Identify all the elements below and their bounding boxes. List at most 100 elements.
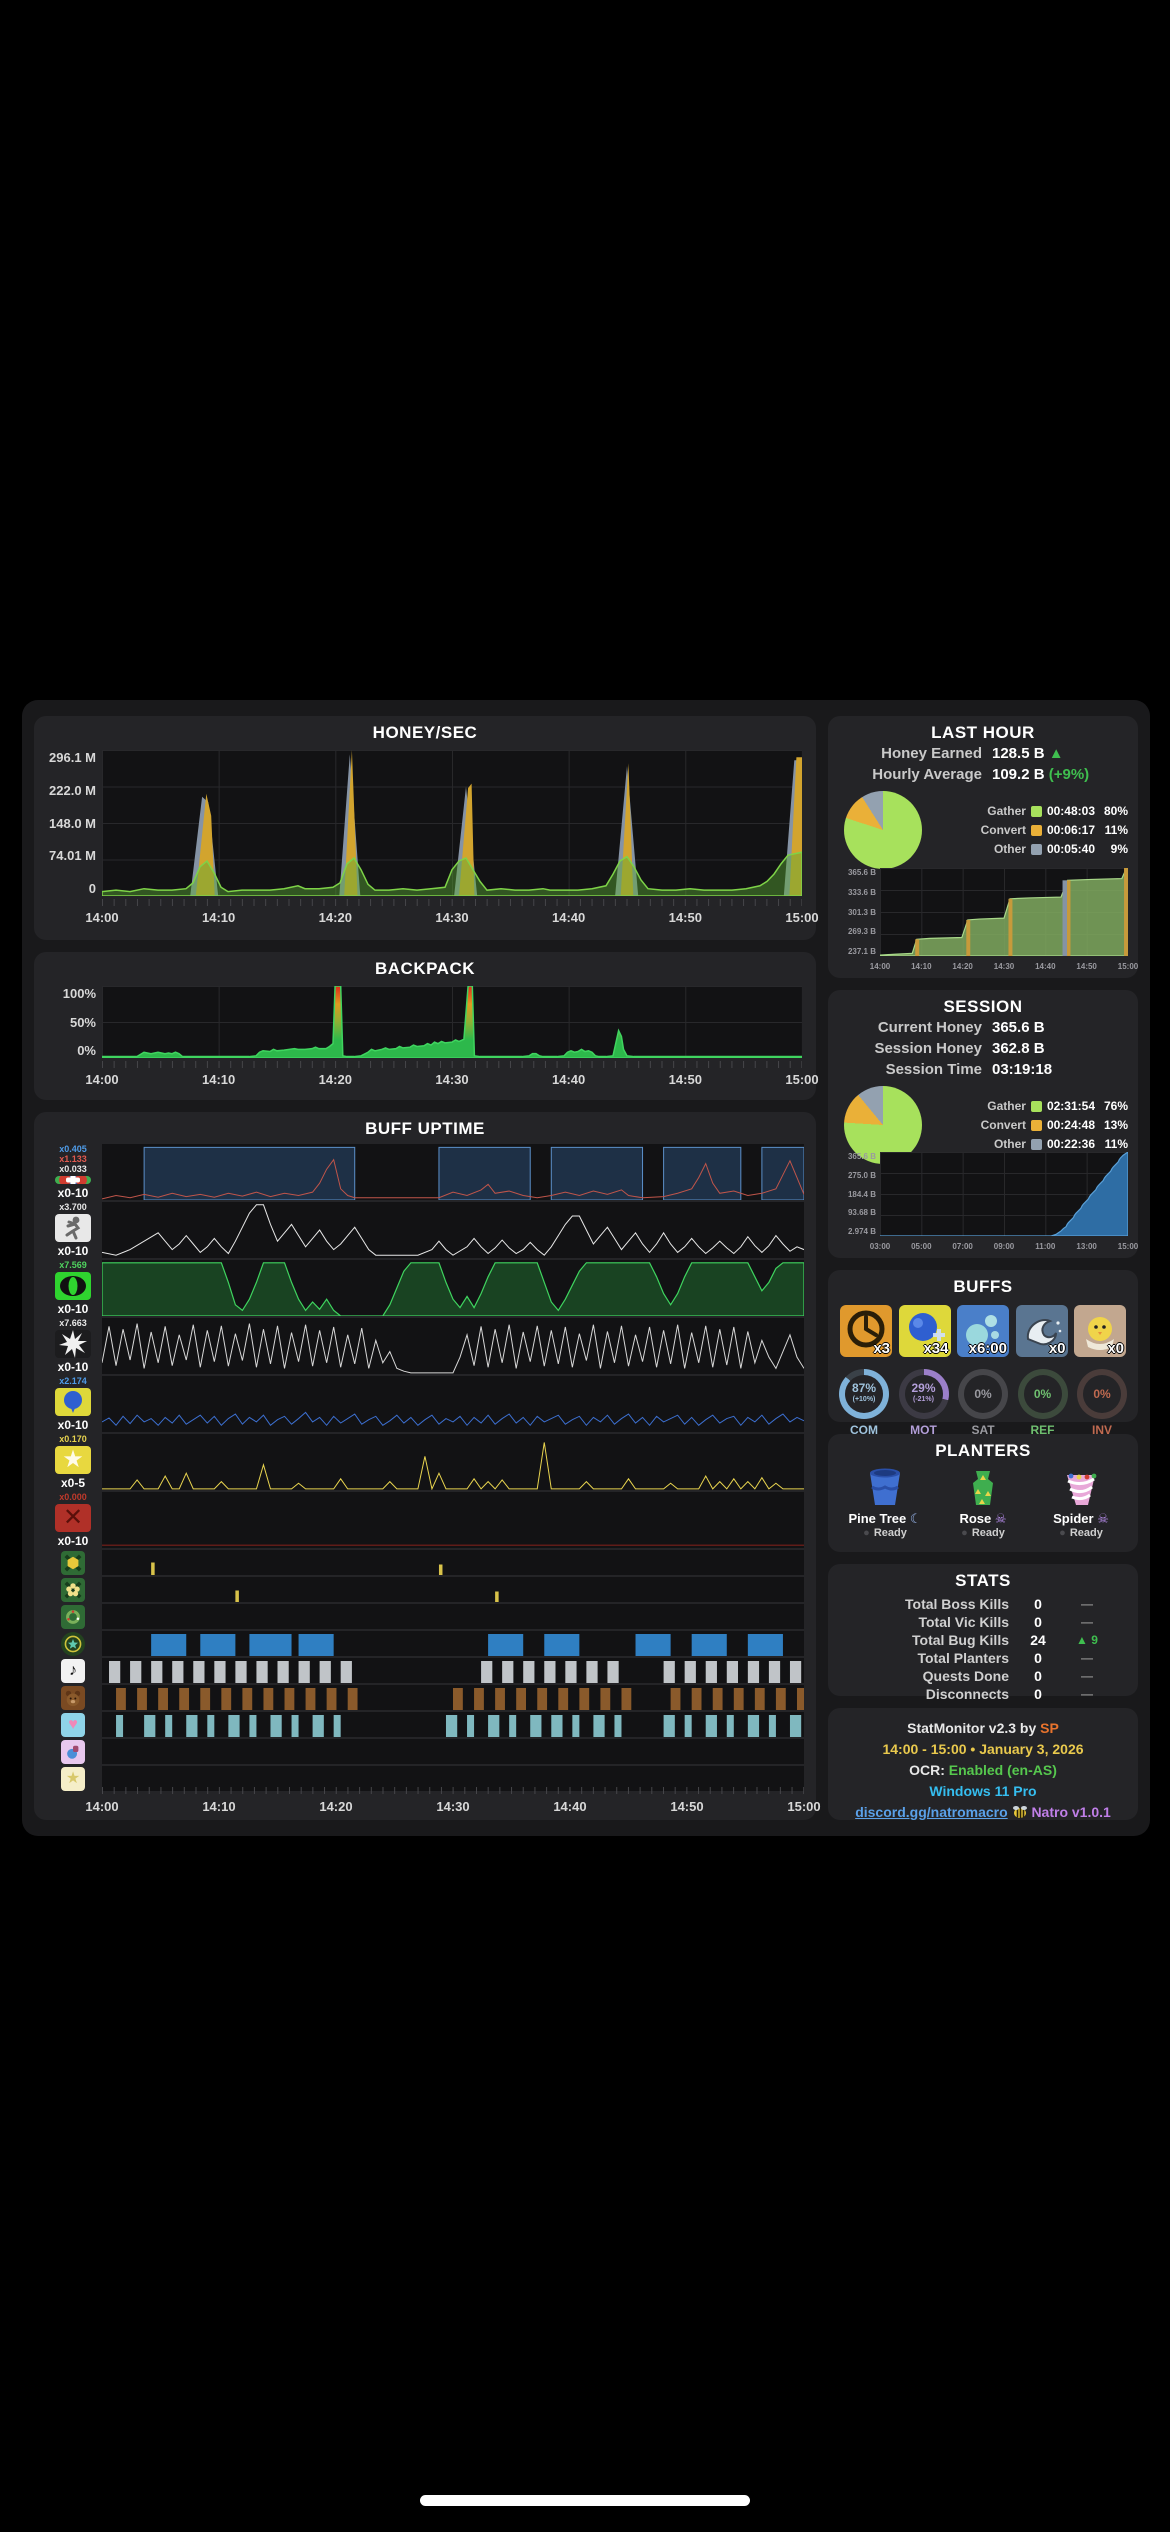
session-mini-chart: 365.6 B 275.0 B 184.4 B 93.68 B 2.974 B 03:0… (847, 1152, 1139, 1251)
backpack-y-axis: 100% 50% 0% (62, 986, 96, 1058)
legend-swatch (1030, 1119, 1042, 1131)
buff-row-star-jelly: ★ (44, 1766, 804, 1791)
buff-chart-star-jelly (102, 1766, 804, 1791)
buff-row-flower-mark (44, 1577, 804, 1602)
honey-earned-row: Honey Earned 128.5 B ▲ (881, 745, 1064, 762)
gumdrop-bottle-icon (61, 1739, 85, 1764)
hexagon-mark-icon (61, 1550, 85, 1575)
glitter-icon: ● (863, 1527, 870, 1539)
buff-x-ticks (102, 1787, 804, 1794)
spider-planter-icon (1067, 1473, 1097, 1505)
panel-title: HONEY/SEC (372, 723, 478, 742)
buff-row-melody-star: x0.170 ★ x0-5 (44, 1434, 804, 1490)
about-panel: StatMonitor v2.3 by SP 14:00 - 15:00 • J… (828, 1708, 1138, 1820)
glitter-icon: ● (961, 1527, 968, 1539)
festive-star-circle-icon (61, 1631, 85, 1656)
skull-badge-icon: ☠ (1097, 1511, 1109, 1526)
backpack-panel: BACKPACK 100% 50% 0% 14:00 14:10 14:20 14:30 1… (34, 952, 819, 1100)
buff-row-wreath (44, 1604, 804, 1629)
home-indicator[interactable] (420, 2495, 750, 2506)
backpack-x-axis: 14:00 14:10 14:20 14:30 14:40 14:50 15:00 (85, 1072, 819, 1087)
buff-row-bear-morph (44, 1685, 804, 1710)
buff-chart-gumdrops (102, 1739, 804, 1764)
buff-chart-blue-boost (102, 1376, 804, 1432)
panel-title: SESSION (943, 997, 1023, 1016)
buff-chart-festive-mark (102, 1631, 804, 1656)
session-time-row: Session Time 03:19:18 (885, 1061, 1053, 1078)
buff-row-honey-mark (44, 1550, 804, 1575)
buff-chart-bear-morph (102, 1685, 804, 1710)
buff-chart-pop-star (102, 1318, 804, 1374)
session-pie-chart (844, 1086, 922, 1164)
rose-planter-icon (973, 1471, 993, 1505)
discord-link[interactable]: discord.gg/natromacro (855, 1804, 1008, 1820)
gauge-com: 87% (+10%) COM (838, 1369, 890, 1437)
skull-badge-icon: ☠ (994, 1511, 1007, 1526)
stat-row-disconnects: Disconnects 0— (925, 1686, 1093, 1702)
star-figure-icon: ★ (61, 1766, 85, 1791)
last-hour-legend: Gather 00:48:03 80% Convert 00:06:17 11% Oth… (980, 803, 1128, 856)
oil-buff-icon: x3 (840, 1305, 892, 1357)
panel-title: LAST HOUR (931, 723, 1035, 742)
hourly-average-row: Hourly Average 109.2 B (+9%) (872, 766, 1090, 783)
buff-row-melody: ♪ (44, 1658, 804, 1683)
gauge-ref: 0% REF (1017, 1369, 1069, 1437)
buff-chart-baby-love (102, 1712, 804, 1737)
backpack-chart (102, 986, 802, 1058)
pine-tree-planter-icon (870, 1468, 900, 1505)
last-hour-pie-chart (844, 791, 922, 869)
bear-face-icon (61, 1685, 85, 1710)
buff-chart-melody-star (102, 1434, 804, 1490)
panel-title: BUFF UPTIME (365, 1119, 485, 1138)
time-range-line: 14:00 - 15:00 • January 3, 2026 (882, 1741, 1084, 1757)
gauge-sat: 0% SAT (957, 1369, 1009, 1437)
green-eye-icon (55, 1272, 91, 1300)
buff-chart-flower-mark (102, 1577, 804, 1602)
planters-panel: PLANTERS Pine Tree ☾ ● Ready Rose ☠ ● Read… (828, 1434, 1138, 1552)
buff-uptime-panel: BUFF UPTIME x0.405 x1.133 x0.033 x0-10 x3.… (34, 1112, 821, 1820)
buff-row-pop-star: x7.663 x0-10 (44, 1318, 804, 1374)
stat-row-bug-kills: Total Bug Kills 24 ▲ 9 (912, 1632, 1098, 1648)
stat-row-quests: Quests Done 0— (922, 1668, 1093, 1684)
heart-face-icon: ♥ (61, 1712, 85, 1737)
planter-pine-tree: Pine Tree ☾ ● Ready (839, 1467, 931, 1539)
buffs-icons-row: x3 x34 x6:00 x0 x0 (828, 1297, 1138, 1357)
session-honey-row: Session Honey 362.8 B (874, 1040, 1045, 1057)
pinwheel-flower-icon (55, 1176, 91, 1184)
blue-balloon-icon (55, 1388, 91, 1416)
stat-row-vic-kills: Total Vic Kills 0— (918, 1614, 1093, 1630)
white-starburst-icon (55, 1330, 91, 1358)
up-arrow-icon: ▲ (1048, 745, 1064, 762)
legend-swatch (1030, 805, 1042, 817)
buffs-panel: BUFFS x3 x34 x6:00 x0 (828, 1270, 1138, 1437)
ocr-status-line: OCR: Enabled (en-AS) (909, 1762, 1057, 1778)
music-note-icon: ♪ (61, 1658, 85, 1683)
buff-uptime-rows: x0.405 x1.133 x0.033 x0-10 x3.700 x0-10 (44, 1144, 804, 1793)
planter-spider: Spider ☠ ● Ready (1035, 1467, 1127, 1539)
runner-icon (55, 1214, 91, 1242)
backpack-x-ticks (102, 1061, 802, 1068)
session-panel: SESSION Current Honey 365.6 B Session Hon… (828, 990, 1138, 1258)
current-honey-row: Current Honey 365.6 B (877, 1019, 1045, 1036)
wave-buff-icon: x0 (1015, 1305, 1068, 1357)
bubble-buff-icon: x6:00 (957, 1305, 1009, 1357)
last-hour-panel: LAST HOUR Honey Earned 128.5 B ▲ Hourly A… (828, 716, 1138, 978)
buff-chart-honey-mark (102, 1550, 804, 1575)
panel-title: STATS (955, 1571, 1011, 1590)
moon-badge-icon: ☾ (909, 1511, 922, 1526)
stat-row-planters: Total Planters 0— (917, 1650, 1093, 1666)
buff-chart-field-boosts (102, 1144, 804, 1200)
planter-rose: Rose ☠ ● Ready (937, 1467, 1029, 1539)
legend-swatch (1030, 1100, 1042, 1112)
session-legend: Gather 02:31:54 76% Convert 00:24:48 13% Oth… (980, 1098, 1128, 1151)
gauge-mot: 29% (-21%) MOT (898, 1369, 950, 1437)
buff-row-red-festive: x0.000 ✕ x0-10 (44, 1492, 804, 1548)
gauge-inv: 0% INV (1076, 1369, 1128, 1437)
buff-row-focus: x7.569 x0-10 (44, 1260, 804, 1316)
buff-x-axis: 14:00 14:10 14:20 14:30 14:40 14:50 15:00 (85, 1799, 821, 1814)
last-hour-mini-chart: 365.6 B 333.6 B 301.3 B 269.3 B 237.1 B 14:0… (847, 868, 1139, 971)
yellow-star-icon: ★ (55, 1446, 91, 1474)
